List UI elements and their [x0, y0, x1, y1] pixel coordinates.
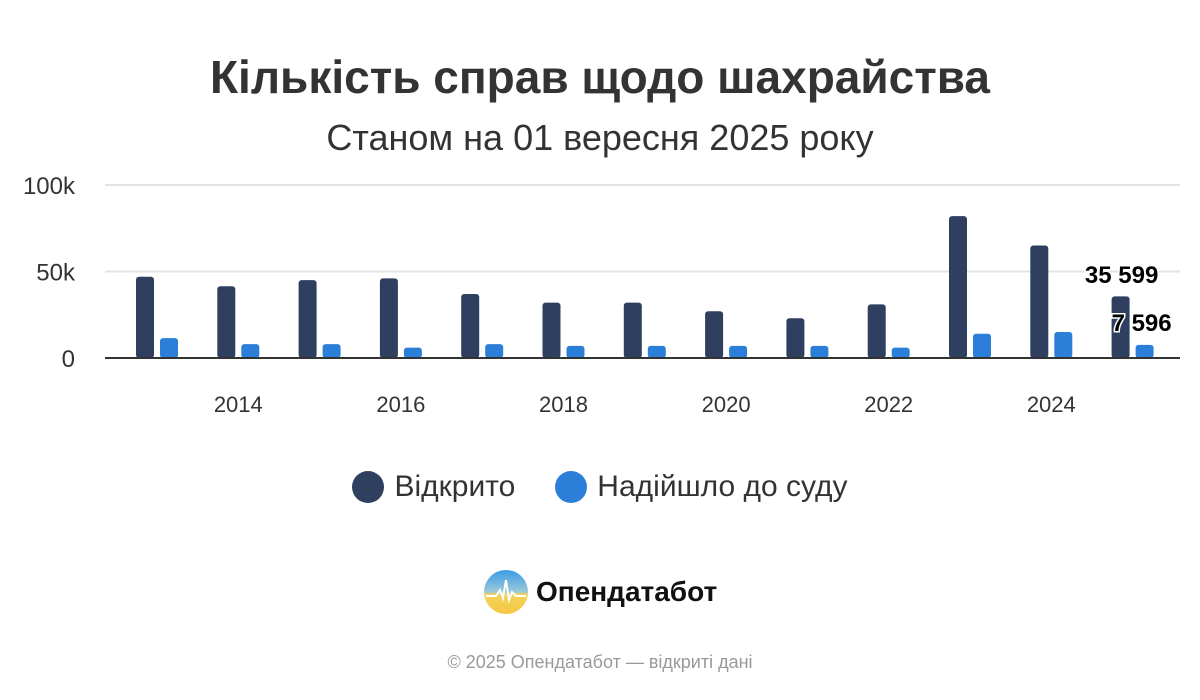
bar[interactable]	[891, 347, 910, 358]
legend-item-opened[interactable]: Відкрито	[352, 470, 515, 504]
x-tick-label: 2022	[864, 392, 913, 417]
bar[interactable]	[949, 216, 967, 358]
legend-item-court[interactable]: Надійшло до суду	[555, 470, 848, 504]
brand-logo: Опендатабот	[484, 570, 717, 614]
bar[interactable]	[623, 302, 642, 358]
bar[interactable]	[241, 344, 260, 358]
y-tick-label: 0	[62, 346, 75, 373]
data-label: 7 596	[1112, 310, 1172, 337]
bar-chart: 0 50k 100k 2014 2016 2018 2020 2022 2024 35 599 7 …	[23, 173, 1180, 417]
bar[interactable]	[1054, 332, 1073, 358]
x-tick-label: 2020	[702, 392, 751, 417]
legend: Відкрито Надійшло до суду	[0, 470, 1200, 504]
bar[interactable]	[485, 344, 504, 358]
chart-subtitle: Станом на 01 вересня 2025 року	[326, 117, 874, 158]
x-tick-label: 2024	[1027, 392, 1076, 417]
legend-label: Відкрито	[394, 470, 516, 503]
x-tick-label: 2014	[214, 392, 263, 417]
legend-dot-icon	[352, 471, 385, 503]
bar[interactable]	[867, 304, 886, 358]
bar[interactable]	[160, 338, 178, 358]
bar[interactable]	[566, 345, 585, 358]
bar[interactable]	[217, 286, 236, 358]
bar[interactable]	[379, 278, 398, 358]
bar[interactable]	[705, 311, 724, 358]
bar[interactable]	[298, 280, 317, 358]
logo-text: Опендатабот	[536, 576, 718, 607]
bar[interactable]	[403, 347, 422, 358]
legend-label: Надійшло до суду	[597, 470, 848, 503]
bar[interactable]	[729, 345, 748, 358]
bar[interactable]	[461, 293, 480, 358]
bar[interactable]	[810, 345, 829, 358]
opendatabot-logo-icon	[484, 570, 528, 614]
bar[interactable]	[542, 302, 561, 358]
bar[interactable]	[322, 344, 341, 358]
x-tick-label: 2018	[539, 392, 588, 417]
legend-dot-icon	[555, 471, 588, 503]
x-tick-label: 2016	[376, 392, 425, 417]
bar[interactable]	[1135, 344, 1154, 358]
bar[interactable]	[1030, 245, 1049, 358]
bar[interactable]	[973, 333, 991, 358]
footer-copyright: © 2025 Опендатабот — відкриті дані	[447, 652, 753, 672]
y-tick-label: 50k	[36, 260, 76, 287]
bar[interactable]	[647, 345, 666, 358]
bar[interactable]	[786, 318, 805, 358]
chart-title: Кількість справ щодо шахрайства	[209, 51, 991, 103]
bar[interactable]	[1111, 296, 1130, 358]
y-tick-label: 100k	[23, 173, 76, 200]
bar[interactable]	[136, 276, 154, 358]
data-label: 35 599	[1085, 262, 1158, 289]
